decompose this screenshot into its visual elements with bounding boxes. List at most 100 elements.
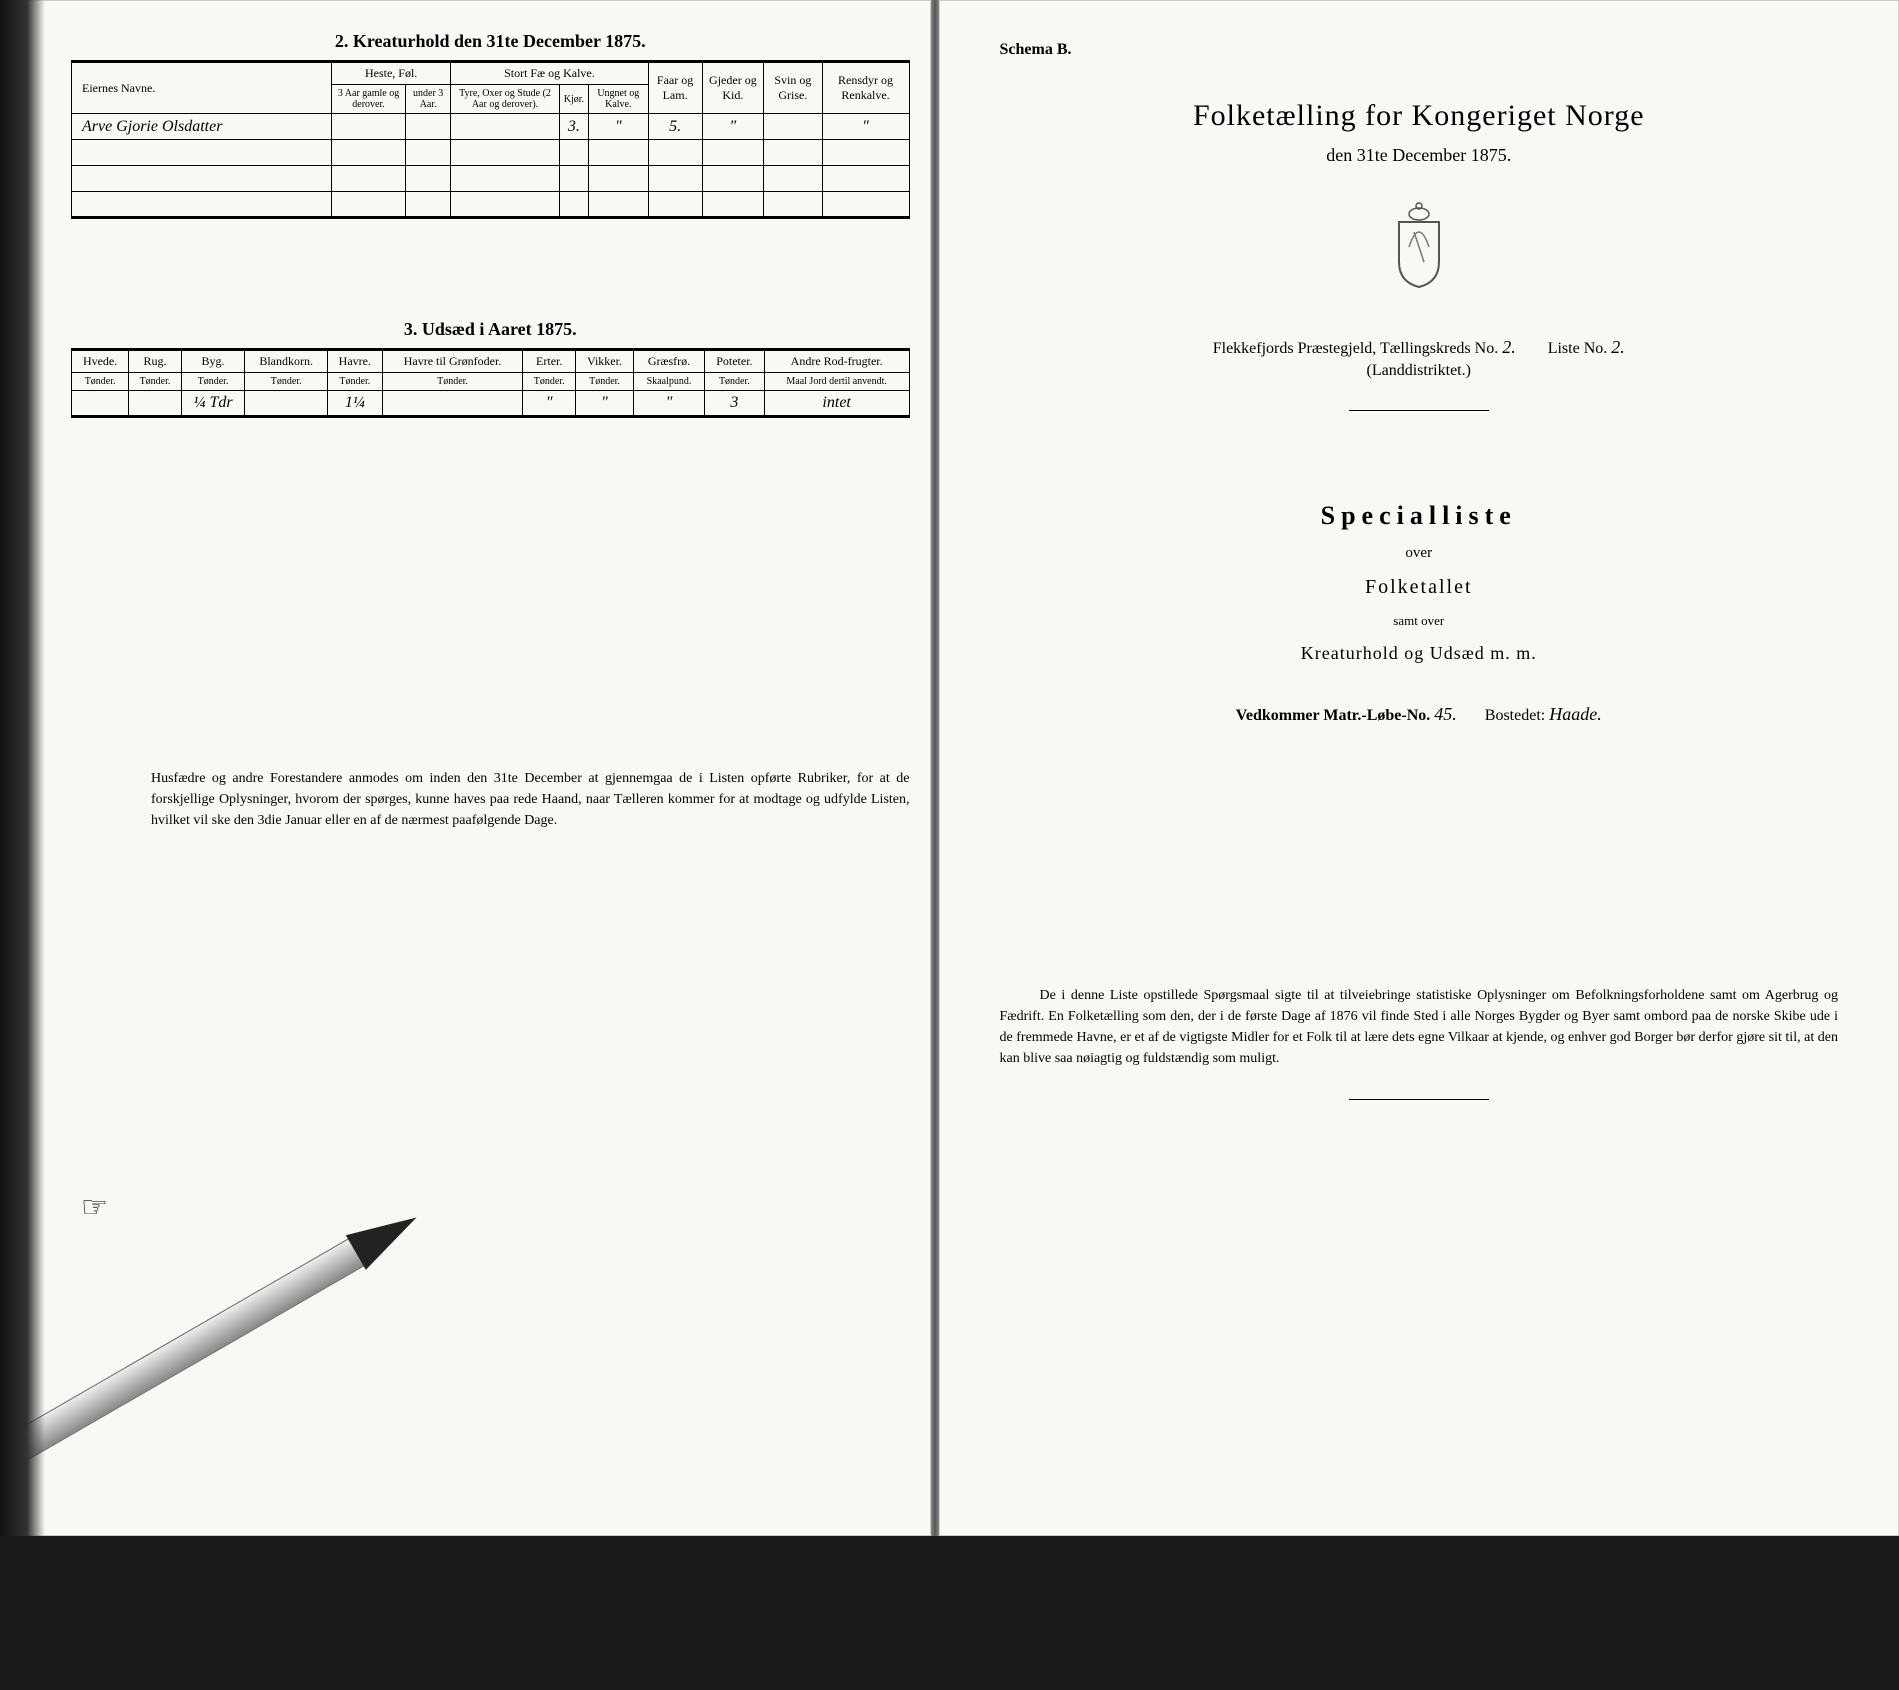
cell xyxy=(702,192,764,218)
cell xyxy=(559,192,588,218)
cell: " xyxy=(702,114,764,140)
scan-edge-shadow xyxy=(0,0,45,1536)
cell: " xyxy=(634,391,705,417)
cell xyxy=(72,166,332,192)
cell xyxy=(451,140,559,166)
cell: intet xyxy=(764,391,909,417)
vedk-no: 45. xyxy=(1434,704,1457,724)
vedk-label: Vedkommer Matr.-Løbe-No. xyxy=(1236,707,1431,724)
book-gutter xyxy=(931,0,939,1536)
spec-kreatur: Kreaturhold og Udsæd m. m. xyxy=(1000,643,1839,664)
col-cattle-2: Kjør. xyxy=(559,85,588,114)
table-row xyxy=(72,140,910,166)
table-row: Arve Gjorie Olsdatter3."5."" xyxy=(72,114,910,140)
cell xyxy=(332,140,406,166)
left-bottom-note: Husfædre og andre Forestandere anmodes o… xyxy=(71,768,910,831)
table-row xyxy=(72,192,910,218)
cell xyxy=(451,166,559,192)
udsaed-table: Hvede.Rug.Byg.Blandkorn.Havre.Havre til … xyxy=(71,348,910,418)
col-unit: Skaalpund. xyxy=(634,373,705,391)
col-unit: Maal Jord dertil anvendt. xyxy=(764,373,909,391)
col-unit: Tønder. xyxy=(245,373,328,391)
bosted-val: Haade. xyxy=(1549,704,1602,724)
col-header: Hvede. xyxy=(72,350,129,373)
col-horses-1: 3 Aar gamle og derover. xyxy=(332,85,406,114)
col-cattle-1: Tyre, Oxer og Stude (2 Aar og derover). xyxy=(451,85,559,114)
cell: ¼ Tdr xyxy=(181,391,245,417)
cell: 3 xyxy=(704,391,764,417)
section-2-title: 2. Kreaturhold den 31te December 1875. xyxy=(71,31,910,52)
schema-label: Schema B. xyxy=(1000,41,1839,59)
cell xyxy=(764,140,822,166)
cell xyxy=(822,192,909,218)
cell: Arve Gjorie Olsdatter xyxy=(72,114,332,140)
bottom-paragraph: De i denne Liste opstillede Spørgsmaal s… xyxy=(1000,985,1839,1069)
col-horses-2: under 3 Aar. xyxy=(406,85,451,114)
cell xyxy=(648,166,702,192)
right-page: Schema B. Folketælling for Kongeriget No… xyxy=(939,0,1899,1536)
divider-2 xyxy=(1349,1099,1489,1100)
cell xyxy=(764,114,822,140)
kreaturhold-table: Eiernes Navne. Heste, Føl. Stort Fæ og K… xyxy=(71,60,910,219)
col-header: Havre til Grønfoder. xyxy=(382,350,523,373)
cell: 1¼ xyxy=(328,391,383,417)
cell: " xyxy=(523,391,576,417)
col-unit: Tønder. xyxy=(576,373,634,391)
spec-folk: Folketallet xyxy=(1000,576,1839,599)
cell xyxy=(451,114,559,140)
cell: " xyxy=(822,114,909,140)
cell: " xyxy=(576,391,634,417)
col-pigs: Svin og Grise. xyxy=(764,62,822,114)
cell xyxy=(406,114,451,140)
kreds-no: 2. xyxy=(1502,337,1516,357)
cell xyxy=(332,192,406,218)
cell xyxy=(406,192,451,218)
district-line-1: Flekkefjords Præstegjeld, Tællingskreds … xyxy=(1000,337,1839,358)
liste-label: Liste No. xyxy=(1548,340,1608,357)
col-header: Rug. xyxy=(129,350,182,373)
col-unit: Tønder. xyxy=(181,373,245,391)
col-header: Erter. xyxy=(523,350,576,373)
section-3-title: 3. Udsæd i Aaret 1875. xyxy=(71,319,910,340)
cell xyxy=(559,166,588,192)
col-header: Havre. xyxy=(328,350,383,373)
cell xyxy=(129,391,182,417)
col-header: Vikker. xyxy=(576,350,634,373)
spec-samt: samt over xyxy=(1000,613,1839,629)
col-header: Byg. xyxy=(181,350,245,373)
col-header: Græsfrø. xyxy=(634,350,705,373)
main-title: Folketælling for Kongeriget Norge xyxy=(1000,99,1839,133)
col-unit: Tønder. xyxy=(704,373,764,391)
col-goats: Gjeder og Kid. xyxy=(702,62,764,114)
sub-date: den 31te December 1875. xyxy=(1000,145,1839,166)
cell xyxy=(451,192,559,218)
cell xyxy=(589,192,649,218)
cell xyxy=(822,166,909,192)
cell xyxy=(332,114,406,140)
cell xyxy=(702,140,764,166)
col-header: Andre Rod-frugter. xyxy=(764,350,909,373)
col-cattle: Stort Fæ og Kalve. xyxy=(451,62,648,85)
table-row xyxy=(72,166,910,192)
cell: 5. xyxy=(648,114,702,140)
cell xyxy=(72,140,332,166)
cell: 3. xyxy=(559,114,588,140)
liste-no: 2. xyxy=(1611,337,1625,357)
col-unit: Tønder. xyxy=(382,373,523,391)
cell xyxy=(589,166,649,192)
cell xyxy=(589,140,649,166)
cell xyxy=(702,166,764,192)
book-spread: 2. Kreaturhold den 31te December 1875. E… xyxy=(0,0,1899,1536)
cell xyxy=(332,166,406,192)
cell xyxy=(648,192,702,218)
spec-title: Specialliste xyxy=(1000,501,1839,531)
col-cattle-3: Ungnet og Kalve. xyxy=(589,85,649,114)
col-horses: Heste, Føl. xyxy=(332,62,451,85)
pen-overlay xyxy=(0,980,576,1690)
cell xyxy=(822,140,909,166)
district-line-2: (Landdistriktet.) xyxy=(1000,362,1839,380)
cell xyxy=(648,140,702,166)
divider-1 xyxy=(1349,410,1489,411)
pointing-hand-icon: ☞ xyxy=(81,1190,108,1225)
left-page: 2. Kreaturhold den 31te December 1875. E… xyxy=(0,0,931,1536)
